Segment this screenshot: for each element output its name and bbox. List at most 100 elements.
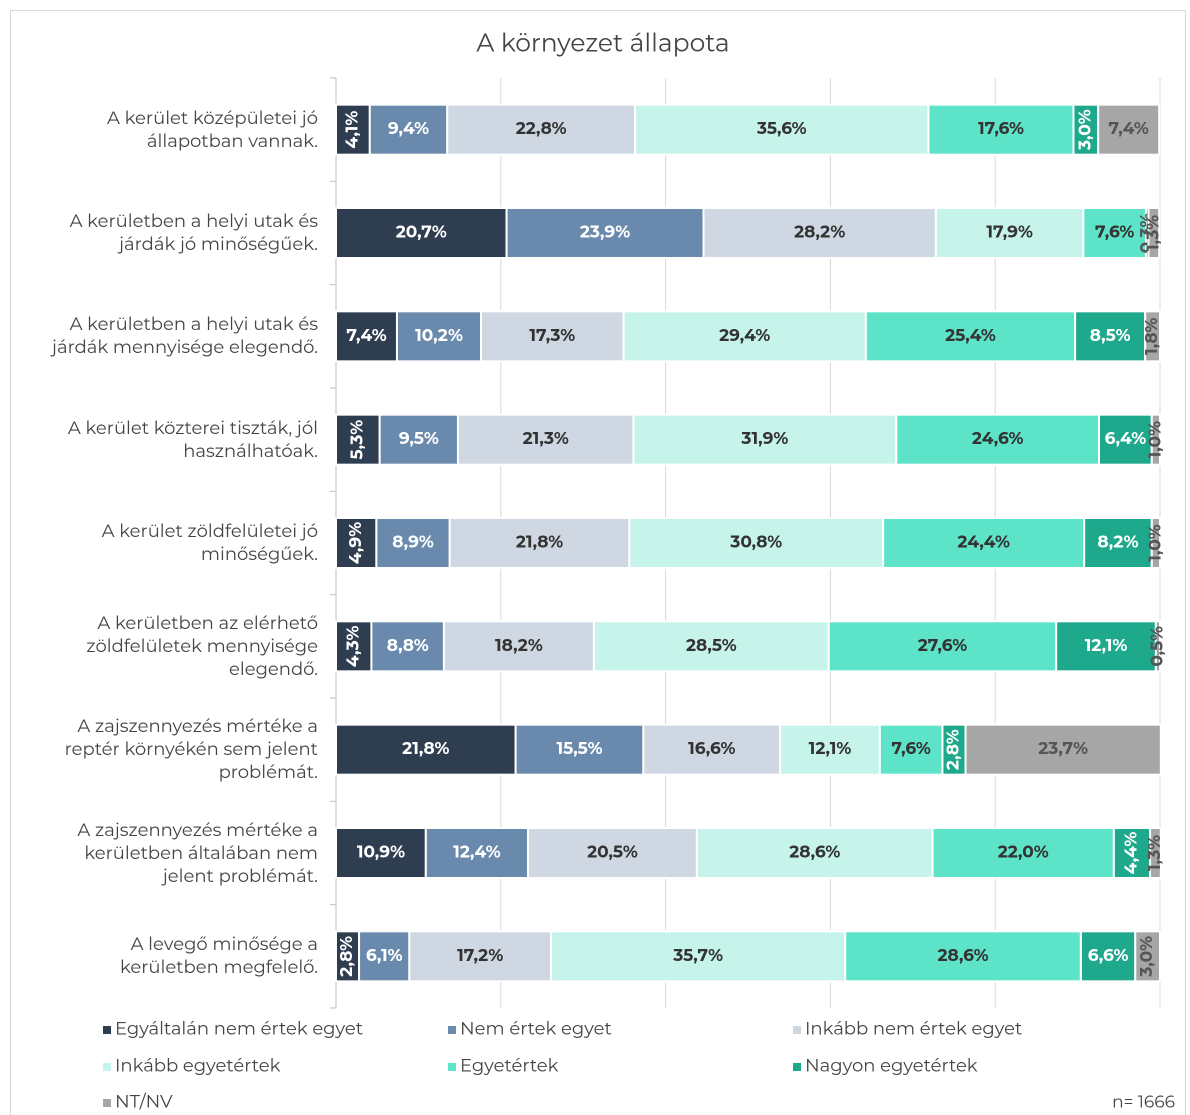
value-label: 22,8% [516,119,567,139]
value-label: 20,5% [587,843,638,863]
category-label: A kerületben az elérhető zöldfelületek m… [86,611,318,680]
value-label: 3,0% [1075,109,1095,151]
value-label: 4,3% [343,626,363,668]
value-label: 1,3% [1143,215,1163,251]
bar-segment [1134,930,1162,983]
bar-segment [358,930,411,983]
value-label: 24,4% [957,533,1010,553]
bar-segment [1079,930,1137,983]
bar-segment [1147,207,1161,259]
legend-label: Inkább nem értek egyet [805,1018,1022,1040]
value-label: 28,2% [794,223,845,243]
bar-segment [335,517,378,569]
bar-segment [927,103,1075,156]
value-label: 2,8% [337,936,357,977]
legend-label: Egyáltalán nem értek egyet [115,1018,363,1040]
value-label: 16,6% [688,739,735,759]
value-label: 31,9% [740,429,788,449]
value-label: 1,8% [1142,318,1162,355]
bar-segment [1150,517,1162,569]
legend-marker [448,1063,456,1071]
bar-segment [1149,827,1162,879]
bar-segment [335,413,381,466]
category-label: A kerületben a helyi utak és járdák menn… [52,313,318,359]
bar-segment [442,620,595,673]
value-label: 12,4% [453,843,501,863]
value-label: 8,9% [392,533,434,553]
bar-segment [895,413,1101,466]
legend-marker [793,1063,801,1071]
bar-segment [931,827,1115,879]
value-label: 12,1% [1085,636,1128,656]
bar-segment [934,207,1085,259]
bar-segment [514,723,645,776]
value-label: 18,2% [495,636,543,656]
value-label: 35,6% [756,119,807,139]
value-label: 7,4% [346,326,386,346]
value-label: 1,3% [1145,835,1165,871]
category-label: A zajszennyezés mértéke a kerületben ált… [77,818,318,887]
category-label: A kerületben a helyi utak és járdák jó m… [69,210,318,255]
value-label: 8,2% [1097,533,1138,553]
chart-title: A környezet állapota [476,29,729,59]
bar-segment [1097,103,1161,156]
value-label: 30,8% [729,533,782,553]
bar-segment [335,310,398,363]
bar-segment [1150,413,1162,466]
value-label: 4,4% [1122,832,1142,875]
value-label: 17,6% [978,119,1024,139]
bar-segment [632,413,898,466]
bar-segment [505,207,705,259]
bar-segment [335,723,517,776]
value-label: 24,6% [972,429,1024,449]
value-label: 28,6% [938,946,989,966]
legend-marker [793,1026,801,1034]
value-label: 7,6% [891,739,930,759]
value-label: 10,9% [357,843,405,863]
value-label: 17,9% [986,223,1033,243]
value-label: 28,6% [789,843,840,863]
bar-segment [702,207,937,259]
value-label: 17,2% [457,946,503,966]
bar-segment [526,827,698,879]
value-label: 23,9% [580,223,630,243]
value-label: 25,4% [945,326,996,346]
category-label: A zajszennyezés mértéke a reptér környék… [64,715,318,784]
value-label: 0,5% [1148,626,1168,667]
bar-segment [628,517,885,569]
value-label: 7,6% [1095,223,1134,243]
category-label: A levegő minősége a kerületben megfelelő… [119,933,318,979]
legend-marker [103,1099,111,1107]
bar-segment [1144,310,1161,363]
category-label: A kerület középületei jó állapotban vann… [107,106,318,152]
annotation: n= 1666 [1112,1092,1175,1112]
bar-segment [424,827,529,879]
bar-segment [1154,620,1162,673]
value-label: 1,0% [1145,421,1165,458]
value-label: 35,7% [672,946,723,966]
value-label: 6,4% [1105,429,1147,449]
value-label: 22,0% [998,843,1049,863]
bar-segment [622,310,867,363]
value-label: 9,5% [399,429,439,449]
value-label: 6,1% [366,946,403,966]
bar-segment [1112,827,1152,879]
value-label: 3,0% [1137,936,1157,978]
legend-label: Nem értek egyet [460,1018,612,1040]
bar-segment [642,723,782,776]
legend-label: Inkább egyetértek [115,1055,281,1077]
value-label: 1,0% [1145,524,1165,561]
value-label: 17,3% [529,326,575,346]
legend-label: Egyetértek [460,1055,559,1077]
bar-segment [1082,207,1147,259]
value-label: 6,6% [1088,946,1129,966]
value-label: 27,6% [918,636,967,656]
value-label: 10,2% [415,326,463,346]
value-label: 2,8% [944,729,964,770]
frame [10,10,1186,1115]
value-label: 12,1% [809,739,852,759]
value-label: 29,4% [719,326,770,346]
value-label: 28,5% [686,636,737,656]
